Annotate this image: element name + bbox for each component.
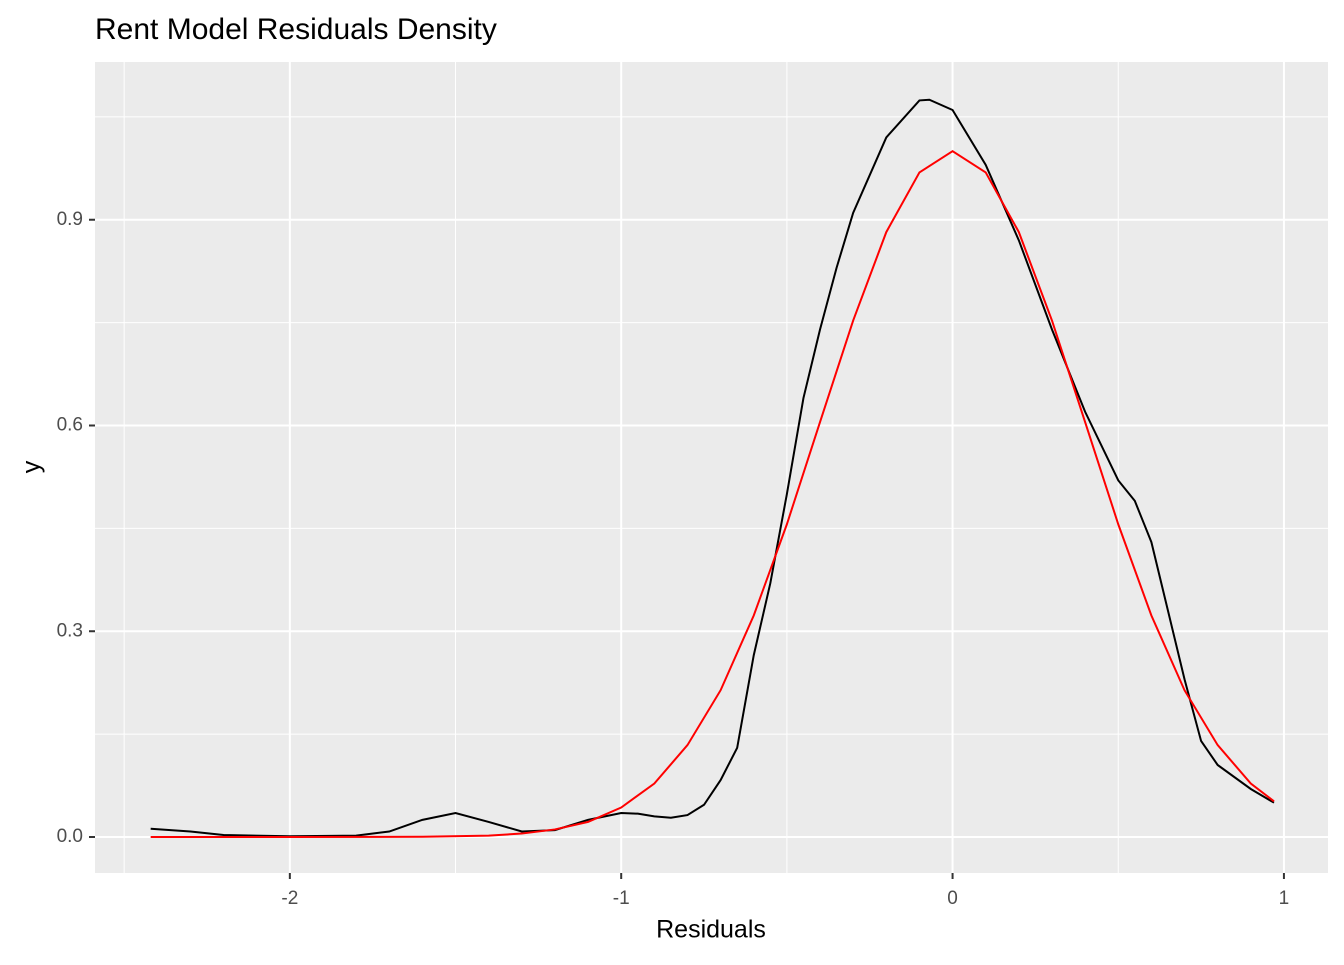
panel — [95, 62, 1328, 873]
y-axis-label: y — [18, 460, 46, 473]
density-line — [150, 98, 1275, 838]
y-tick-label: 0.6 — [57, 415, 83, 436]
x-axis-label: Residuals — [656, 916, 766, 944]
density-line — [150, 149, 1275, 838]
x-tick-label: -1 — [613, 888, 630, 909]
x-tick-label: 0 — [947, 888, 958, 909]
x-tick-label: 1 — [1279, 888, 1290, 909]
y-tick-label: 0.9 — [57, 209, 83, 230]
y-tick-label: 0.0 — [57, 826, 83, 847]
x-tick-label: -2 — [281, 888, 298, 909]
y-tick-label: 0.3 — [57, 620, 83, 641]
chart-title: Rent Model Residuals Density — [95, 13, 497, 46]
